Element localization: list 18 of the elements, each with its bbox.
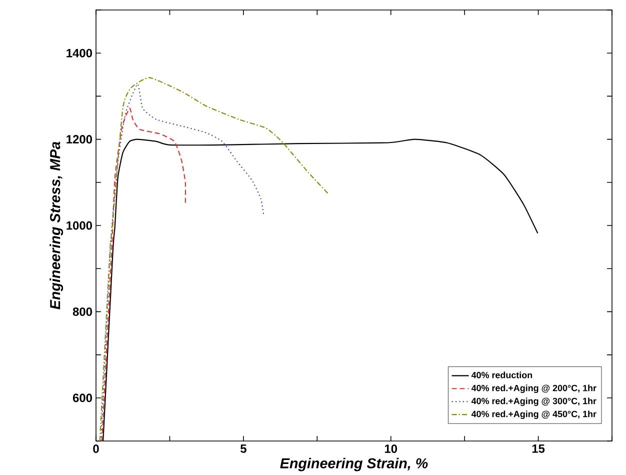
x-tick-label: 0: [93, 444, 99, 454]
y-axis-title: Engineering Stress, MPa: [50, 142, 64, 310]
y-tick-label: 600: [72, 394, 92, 402]
line-series: [100, 84, 264, 442]
x-tick-label: 15: [532, 444, 545, 454]
legend-label: 40% red.+Aging @ 300°C, 1hr: [471, 398, 596, 406]
legend-label: 40% red.+Aging @ 450°C, 1hr: [471, 410, 596, 420]
legend-label: 40% reduction: [471, 372, 532, 378]
line-series: [101, 108, 186, 442]
y-tick-label: 800: [72, 308, 92, 316]
x-axis-title: Engineering Strain, %: [280, 458, 428, 472]
x-tick-label: 5: [240, 444, 246, 454]
y-tick-label: 1000: [66, 221, 92, 230]
line-series: [99, 77, 330, 442]
legend-label: 40% red.+Aging @ 200°C, 1hr: [471, 384, 596, 394]
x-tick-label: 10: [384, 444, 398, 454]
y-tick-label: 1200: [66, 135, 92, 144]
y-tick-label: 1400: [66, 49, 92, 58]
